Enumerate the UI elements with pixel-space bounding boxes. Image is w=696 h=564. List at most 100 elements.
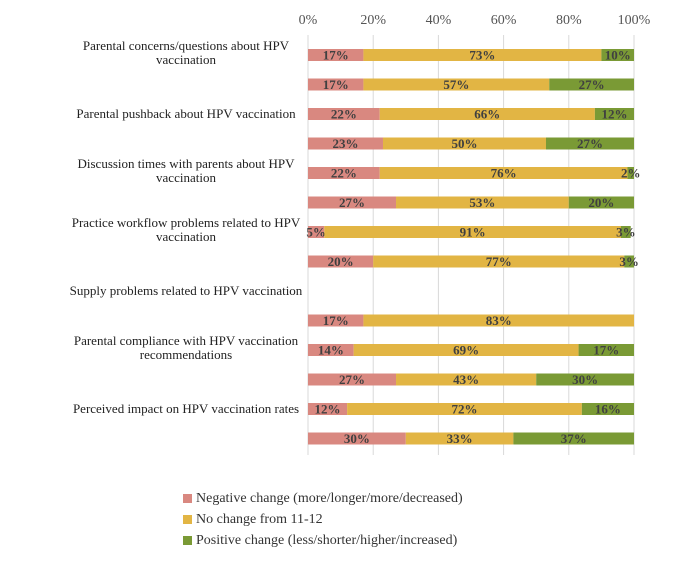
data-label: 12% — [315, 402, 341, 417]
bar-segment — [308, 137, 383, 150]
bar-row: 27% 53% 20% — [308, 195, 634, 210]
data-label: 17% — [323, 48, 349, 63]
bar-segment — [308, 255, 374, 268]
bar-segment — [353, 344, 579, 356]
bar-segment — [363, 314, 634, 327]
bar-segment — [536, 373, 634, 386]
data-label: 27% — [339, 372, 365, 387]
data-label: 72% — [451, 402, 477, 417]
legend-label: Positive change (less/shorter/higher/inc… — [196, 532, 458, 548]
bar-segment — [379, 167, 628, 179]
bar-segment — [624, 255, 634, 268]
category-label: Practice workflow problems related to HP… — [72, 215, 301, 244]
x-tick-label: 60% — [491, 13, 517, 28]
x-tick-label: 80% — [556, 13, 582, 28]
data-label: 27% — [577, 136, 603, 151]
legend-label: Negative change (more/longer/more/decrea… — [196, 490, 463, 506]
bar-row: 17% 57% 27% — [308, 77, 634, 92]
data-label: 50% — [451, 136, 477, 151]
category-label: Parental compliance with HPV vaccination… — [74, 333, 299, 362]
bar-row: 17% 73% 10% — [308, 48, 634, 63]
bar-segment — [308, 314, 364, 327]
data-label: 20% — [328, 254, 354, 269]
legend-swatch — [183, 494, 192, 503]
data-label: 37% — [561, 431, 587, 446]
x-axis-tick-labels: 0% 20% 40% 60% 80% 100% — [299, 13, 651, 28]
bar-segment — [363, 78, 550, 91]
data-label: 22% — [331, 107, 357, 122]
data-label: 83% — [486, 313, 512, 328]
legend-swatch — [183, 515, 192, 524]
bar-groups: 17% 73% 10% 17% 57% 27% 22% 66% 12% 23% 50% 27% 22% 7… — [306, 48, 640, 447]
x-tick-label: 40% — [426, 13, 452, 28]
data-label: 77% — [486, 254, 512, 269]
bar-row: 30% 33% 37% — [308, 431, 634, 446]
data-label: 73% — [469, 48, 495, 63]
bar-segment — [363, 49, 602, 61]
legend-item: Positive change (less/shorter/higher/inc… — [183, 530, 463, 551]
data-label: 3% — [619, 254, 639, 269]
bar-segment — [308, 167, 380, 179]
x-tick-label: 0% — [299, 13, 318, 28]
bar-row: 5% 91% 3% — [306, 225, 635, 240]
bar-segment — [308, 373, 397, 386]
data-label: 10% — [605, 48, 631, 63]
bar-segment — [627, 167, 634, 179]
data-label: 27% — [339, 195, 365, 210]
legend-label: No change from 11-12 — [196, 511, 323, 527]
category-label: Parental concerns/questions about HPV vac… — [83, 38, 290, 67]
legend-item: No change from 11-12 — [183, 509, 463, 530]
bar-row: 14% 69% 17% — [308, 343, 634, 358]
bar-segment — [396, 373, 537, 386]
bar-segment — [578, 344, 634, 356]
bar-segment — [379, 108, 595, 120]
data-label: 14% — [318, 343, 344, 358]
data-label: 23% — [332, 136, 358, 151]
category-label: Supply problems related to HPV vaccinati… — [70, 283, 303, 298]
data-label: 20% — [588, 195, 614, 210]
bar-segment — [513, 432, 634, 445]
bar-row: 12% 72% 16% — [308, 402, 634, 417]
data-label: 17% — [593, 343, 619, 358]
bar-segment — [373, 255, 625, 268]
bar-segment — [549, 78, 634, 91]
bar-segment — [581, 403, 634, 415]
bar-segment — [405, 432, 514, 445]
bar-segment — [545, 137, 634, 150]
bar-segment — [308, 108, 380, 120]
bar-row: 20% 77% 3% — [308, 254, 639, 269]
data-label: 17% — [323, 77, 349, 92]
bar-row: 22% 66% 12% — [308, 107, 634, 122]
category-label: Discussion times with parents about HPV v… — [77, 156, 295, 185]
bar-segment — [308, 49, 364, 61]
legend-swatch — [183, 536, 192, 545]
data-label: 66% — [474, 107, 500, 122]
gridlines — [307, 35, 635, 455]
bar-segment — [308, 403, 348, 415]
legend: Negative change (more/longer/more/decrea… — [183, 488, 463, 551]
category-label: Perceived impact on HPV vaccination rate… — [73, 401, 299, 416]
bar-row: 17% 83% — [308, 313, 634, 328]
bar-segment — [308, 432, 406, 445]
legend-item: Negative change (more/longer/more/decrea… — [183, 488, 463, 509]
data-label: 57% — [443, 77, 469, 92]
bar-segment — [308, 226, 325, 238]
data-label: 22% — [331, 166, 357, 181]
bar-segment — [347, 403, 582, 415]
bar-segment — [601, 49, 634, 61]
bar-segment — [594, 108, 634, 120]
data-label: 2% — [621, 166, 641, 181]
bar-segment — [308, 78, 364, 91]
bar-segment — [620, 226, 631, 238]
bar-segment — [308, 196, 397, 209]
data-label: 30% — [344, 431, 370, 446]
data-label: 53% — [469, 195, 495, 210]
category-labels: Parental concerns/questions about HPV vac… — [70, 38, 303, 416]
category-label: Parental pushback about HPV vaccination — [76, 106, 296, 121]
data-label: 69% — [453, 343, 479, 358]
data-label: 91% — [460, 225, 486, 240]
data-label: 5% — [306, 225, 326, 240]
bar-segment — [382, 137, 546, 150]
bar-row: 27% 43% 30% — [308, 372, 634, 387]
data-label: 76% — [491, 166, 517, 181]
